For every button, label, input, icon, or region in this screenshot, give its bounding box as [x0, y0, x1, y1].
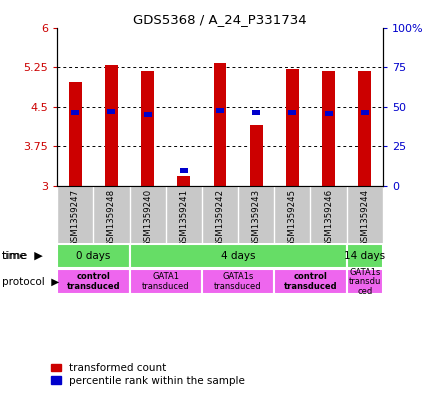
- Bar: [129, 244, 347, 268]
- Bar: [274, 270, 347, 294]
- Bar: [214, 63, 226, 185]
- Bar: [322, 71, 335, 185]
- Bar: [144, 112, 152, 117]
- Text: protocol  ▶: protocol ▶: [2, 277, 59, 287]
- Text: GSM1359240: GSM1359240: [143, 188, 152, 246]
- Bar: [141, 71, 154, 185]
- Text: 4 days: 4 days: [221, 251, 255, 261]
- Text: GSM1359246: GSM1359246: [324, 188, 333, 246]
- Bar: [105, 66, 118, 185]
- Text: 14 days: 14 days: [344, 251, 385, 261]
- Bar: [347, 270, 383, 294]
- Bar: [252, 110, 260, 115]
- Bar: [177, 176, 190, 185]
- Bar: [107, 109, 115, 114]
- Bar: [286, 69, 299, 185]
- Text: control
transduced: control transduced: [66, 272, 120, 291]
- Text: GSM1359244: GSM1359244: [360, 188, 369, 246]
- Text: time  ▶: time ▶: [2, 251, 43, 261]
- Bar: [325, 111, 333, 116]
- Text: GSM1359242: GSM1359242: [216, 188, 224, 246]
- Bar: [216, 108, 224, 113]
- Bar: [202, 270, 274, 294]
- Bar: [180, 169, 188, 173]
- Bar: [57, 270, 129, 294]
- Text: GATA1s
transdu
ced: GATA1s transdu ced: [348, 268, 381, 296]
- Text: 0 days: 0 days: [76, 251, 110, 261]
- Bar: [69, 82, 82, 185]
- Text: GSM1359241: GSM1359241: [180, 188, 188, 246]
- Text: GSM1359247: GSM1359247: [71, 188, 80, 246]
- Bar: [288, 110, 296, 115]
- Bar: [250, 125, 263, 185]
- Bar: [71, 110, 79, 115]
- Bar: [359, 71, 371, 185]
- Text: GATA1
transduced: GATA1 transduced: [142, 272, 190, 291]
- Text: time: time: [2, 251, 27, 261]
- Text: GSM1359245: GSM1359245: [288, 188, 297, 246]
- Title: GDS5368 / A_24_P331734: GDS5368 / A_24_P331734: [133, 13, 307, 26]
- Bar: [361, 110, 369, 115]
- Bar: [347, 244, 383, 268]
- Bar: [129, 270, 202, 294]
- Text: GSM1359248: GSM1359248: [107, 188, 116, 246]
- Legend: transformed count, percentile rank within the sample: transformed count, percentile rank withi…: [49, 361, 247, 388]
- Text: GATA1s
transduced: GATA1s transduced: [214, 272, 262, 291]
- Text: GSM1359243: GSM1359243: [252, 188, 260, 246]
- Text: control
transduced: control transduced: [284, 272, 337, 291]
- Bar: [57, 244, 129, 268]
